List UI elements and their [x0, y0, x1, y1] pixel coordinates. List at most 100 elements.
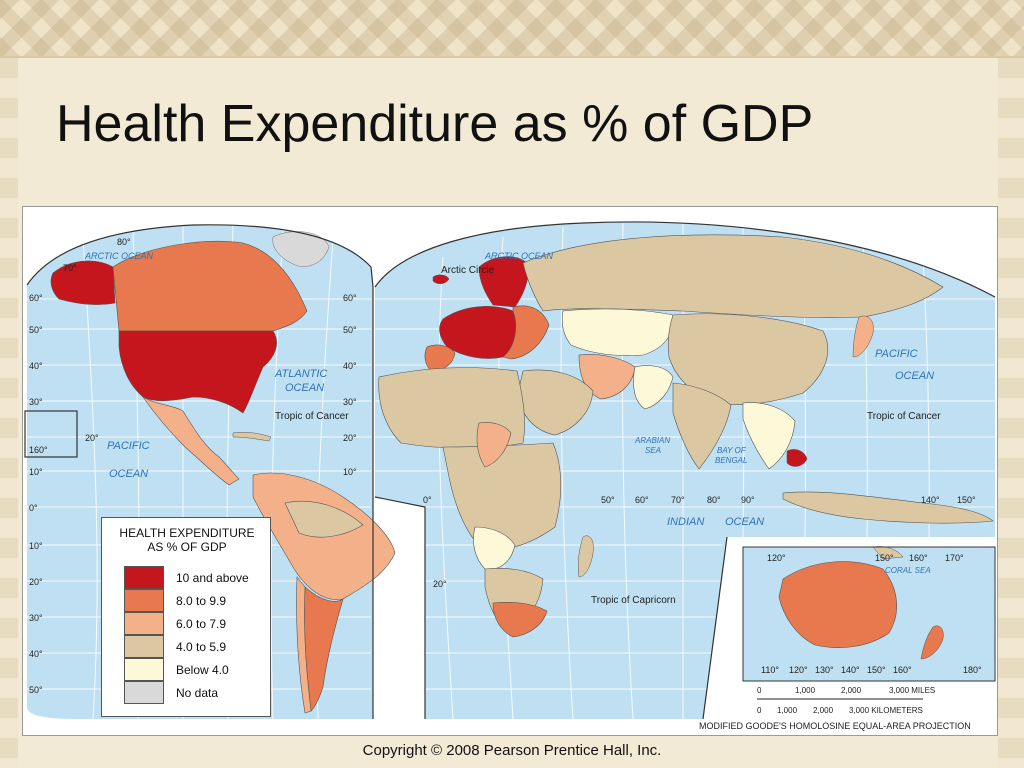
lat-label: 40°: [29, 361, 43, 371]
legend-swatch: [124, 589, 164, 612]
central-asia: [561, 308, 674, 356]
chile: [296, 576, 312, 714]
south-africa: [492, 601, 548, 638]
southeast-asia: [742, 402, 796, 470]
iceland: [432, 274, 450, 284]
arctic-ocean-label-west: ARCTIC OCEAN: [84, 251, 154, 261]
legend-swatch: [124, 681, 164, 704]
lat-label: 30°: [343, 397, 357, 407]
legend-label: 8.0 to 9.9: [176, 594, 227, 608]
projection-label: MODIFIED GOODE'S HOMOLOSINE EQUAL-AREA P…: [699, 721, 971, 731]
scale-tick-label: 0: [757, 706, 762, 715]
coral-sea-label: CORAL SEA: [885, 566, 931, 575]
arctic-ocean-label-east: ARCTIC OCEAN: [484, 251, 554, 261]
legend-swatch: [124, 635, 164, 658]
lat-label: 80°: [117, 237, 131, 247]
scale-tick-label: 1,000: [795, 686, 816, 695]
legend-swatch: [124, 612, 164, 635]
lon-label: 50°: [601, 495, 615, 505]
greenland-no-data: [272, 231, 330, 267]
lat-label: 10°: [29, 541, 43, 551]
lat-label: 50°: [29, 325, 43, 335]
extra-degree-label: 20°: [433, 579, 447, 589]
scale-tick-label: 0: [757, 686, 762, 695]
iberia: [424, 344, 456, 372]
lat-label: 20°: [29, 577, 43, 587]
arabian-sea-label-2: SEA: [645, 446, 661, 455]
central-africa: [442, 442, 562, 552]
cambodia: [786, 449, 808, 467]
legend-swatch: [124, 566, 164, 589]
ocean-labels: ARCTIC OCEAN ARCTIC OCEAN ATLANTIC OCEAN…: [84, 251, 934, 575]
china: [667, 313, 828, 405]
inset-lon-label: 180°: [963, 665, 982, 675]
atlantic-ocean-label-2: OCEAN: [285, 382, 324, 394]
lon-label: 80°: [707, 495, 721, 505]
pacific-ocean-west-label-2: OCEAN: [109, 468, 148, 480]
pacific-ocean-east-label-2: OCEAN: [895, 370, 934, 382]
legend-item: 8.0 to 9.9: [124, 589, 264, 612]
inset-lon-label: 160°: [909, 553, 928, 563]
inset-lon-label: 150°: [867, 665, 886, 675]
legend-item: Below 4.0: [124, 658, 264, 681]
mexico-central-america: [142, 396, 240, 486]
lat-label: 30°: [29, 397, 43, 407]
madagascar: [577, 535, 594, 578]
alaska: [50, 260, 116, 305]
scandinavia: [478, 256, 529, 308]
decorative-top-border: [0, 0, 1024, 58]
lat-label: 70°: [63, 263, 77, 273]
scale-miles-label: 3,000 MILES: [889, 686, 935, 695]
pacific-ocean-east-label-1: PACIFIC: [875, 348, 918, 360]
tropic-of-capricorn-label: Tropic of Capricorn: [591, 595, 676, 606]
lat-label: 40°: [343, 361, 357, 371]
inset-lon-label: 120°: [767, 553, 786, 563]
lon-label: 140°: [921, 495, 940, 505]
lon-labels: 50° 60° 70° 80° 90° 140° 150°: [601, 495, 976, 505]
lat-label: 50°: [29, 685, 43, 695]
scale-tick-label: 2,000: [841, 686, 862, 695]
tropic-of-cancer-east-label: Tropic of Cancer: [867, 411, 941, 422]
lat-label: 30°: [29, 613, 43, 623]
hawaii-inset-box: [24, 410, 78, 458]
lat-labels-left: 80° 70° 60° 50° 40° 30° 20° 10° 0° 10° 2…: [29, 237, 131, 695]
lobe-outline-americas: [26, 224, 374, 719]
atlantic-ocean-label-1: ATLANTIC: [274, 368, 327, 380]
australia: [778, 561, 898, 648]
chad-sudan-band: [476, 422, 512, 468]
lobe-outline-old-world: [374, 221, 996, 298]
inset-lon-label: 110°: [761, 665, 779, 675]
indonesia: [782, 491, 994, 524]
lon-label: 60°: [635, 495, 649, 505]
map-legend: HEALTH EXPENDITURE AS % OF GDP 10 and ab…: [101, 517, 271, 717]
lobe-outline-lower-divide: [374, 496, 728, 720]
legend-item: 10 and above: [124, 566, 264, 589]
lat-label: 50°: [343, 325, 357, 335]
australia-inset-box: [742, 546, 996, 682]
line-labels: Arctic Circle Tropic of Cancer Tropic of…: [275, 265, 971, 731]
lat-label: 10°: [343, 467, 357, 477]
angola-region: [473, 526, 516, 570]
inset-lon-label: 130°: [815, 665, 834, 675]
scale-km-label: 3,000 KILOMETERS: [849, 706, 923, 715]
decorative-right-border: [998, 58, 1024, 768]
indian-ocean-label-2: OCEAN: [725, 516, 764, 528]
inset-degree-labels: 120° 150° 160° 170° 110° 120° 130° 140° …: [29, 445, 982, 675]
slide-title: Health Expenditure as % of GDP: [56, 95, 814, 153]
russia: [522, 234, 944, 318]
legend-label: 4.0 to 5.9: [176, 640, 227, 654]
pacific-ocean-west-label-1: PACIFIC: [107, 440, 150, 452]
lat-label: 60°: [29, 293, 43, 303]
lat-labels-middle: 60° 50° 40° 30° 20° 10°: [343, 293, 357, 477]
lat-label: 20°: [85, 433, 99, 443]
lat-label: 60°: [343, 293, 357, 303]
south-america-brazil-band: [284, 500, 364, 538]
extra-degree-label: 160°: [29, 445, 48, 455]
legend-title-line1: HEALTH EXPENDITURE: [119, 526, 255, 540]
lat-label: 10°: [29, 467, 43, 477]
inset-lon-label: 160°: [893, 665, 912, 675]
united-states: [118, 330, 277, 414]
legend-label: Below 4.0: [176, 663, 229, 677]
inset-lon-label: 140°: [841, 665, 860, 675]
inset-lon-label: 120°: [789, 665, 808, 675]
